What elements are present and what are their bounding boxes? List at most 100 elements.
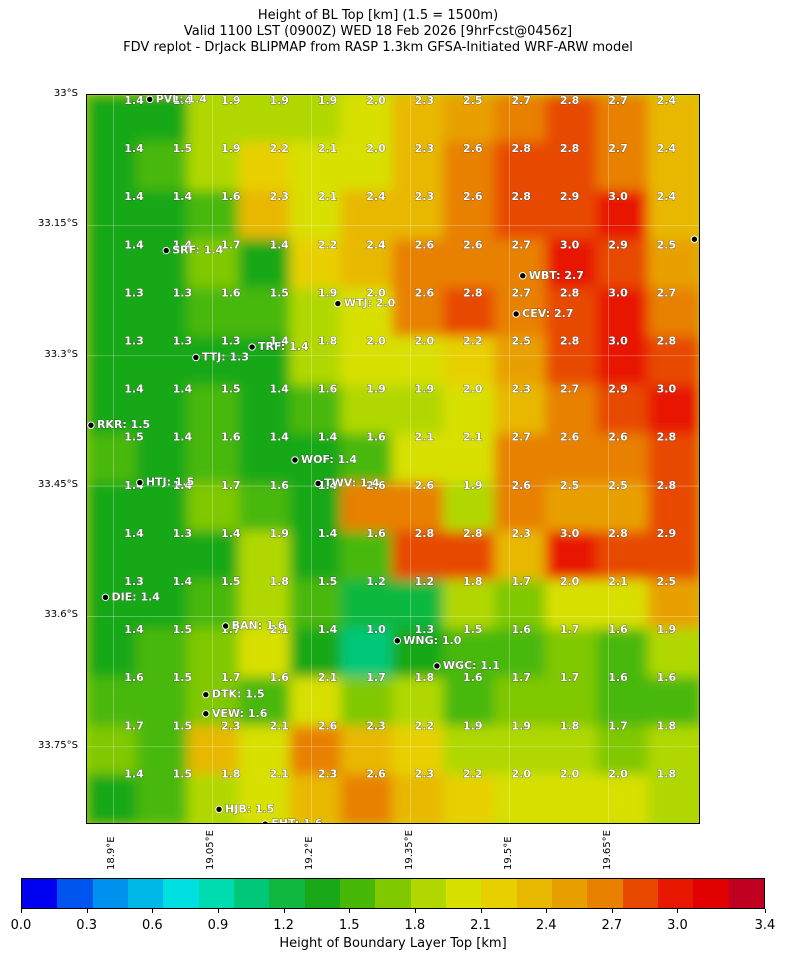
field-cell	[392, 385, 448, 438]
grid-value-label: 1.3	[415, 623, 435, 636]
grid-value-label: 1.5	[173, 623, 193, 636]
field-cell	[443, 628, 499, 681]
station-dot	[314, 479, 322, 488]
field-cell	[494, 725, 550, 779]
colorbar	[21, 878, 765, 909]
field-cell	[647, 677, 699, 730]
field-cell	[494, 531, 550, 584]
colorbar-tick-label: 2.1	[470, 918, 491, 933]
field-cell	[87, 141, 141, 195]
colorbar-segment	[551, 879, 588, 908]
field-cell	[136, 482, 192, 535]
station-marker: DTK: 1.5	[202, 687, 265, 701]
colorbar-segment	[339, 879, 376, 908]
field-cell	[443, 531, 499, 584]
field-cell	[238, 774, 294, 823]
colorbar-segment	[269, 879, 305, 908]
grid-value-label: 2.8	[511, 190, 531, 203]
stations: PVL: 1.4 SRF: 1.4 WBT: 2.7 TYJ: 2.4 WTJ: 2.0…	[87, 95, 699, 823]
colorbar-segment	[516, 879, 552, 908]
field-cell	[136, 190, 192, 243]
grid-value-label: 1.6	[124, 671, 144, 684]
grid-value-label: 2.9	[560, 190, 580, 203]
station-dot	[162, 246, 170, 255]
colorbar-tick-label: 2.4	[535, 918, 557, 933]
station-label: CEV: 2.7	[522, 307, 573, 320]
field-cell	[340, 287, 396, 341]
colorbar-segment	[587, 879, 623, 908]
grid-value-label: 2.5	[560, 479, 580, 492]
field-cell	[340, 336, 396, 389]
field-cell	[494, 287, 550, 341]
grid-value-label: 2.0	[366, 335, 386, 348]
field-cell	[494, 677, 550, 730]
field-cell	[392, 95, 448, 146]
field-cell	[647, 774, 699, 823]
field-cell	[545, 190, 601, 243]
grid-value-label: 1.4	[124, 190, 144, 203]
field-cell	[238, 677, 294, 730]
field-cell	[545, 677, 601, 730]
grid-value-label: 3.0	[657, 383, 677, 396]
station-dot	[87, 421, 95, 429]
grid-value-label: 2.2	[463, 767, 483, 780]
grid-value-label: 2.7	[608, 142, 628, 155]
station-marker: FHT: 1.6	[261, 817, 323, 823]
grid-value-label: 2.3	[318, 767, 338, 780]
grid-value-label: 1.6	[221, 431, 241, 444]
field-cell	[187, 774, 243, 823]
longitude-tick-label: 19.05°E	[205, 830, 217, 870]
field-cell	[340, 531, 396, 584]
field-cell	[443, 287, 499, 341]
grid-value-label: 1.4	[124, 238, 144, 251]
bl-top-height-map[interactable]: 1.4 1.4 1.9 1.9 1.9 2.0 2.3 2.5 2.7 2.8 2.7 2.4 1.4 1…	[87, 95, 700, 824]
field-cell	[443, 95, 499, 146]
colorbar-segment	[57, 879, 93, 908]
field-cell	[392, 677, 448, 730]
grid-value-label: 1.5	[318, 575, 338, 588]
grid-value-label: 1.4	[124, 95, 144, 107]
grid-value-label: 1.9	[366, 383, 386, 396]
colorbar-tick-mark	[283, 909, 285, 913]
station-marker: RKR: 1.5	[87, 418, 150, 432]
field-cell	[494, 433, 550, 487]
grid-value-label: 1.6	[463, 671, 483, 684]
colorbar-segment	[410, 879, 446, 908]
field-cell	[596, 190, 652, 243]
station-dot	[334, 299, 342, 308]
field-cell	[443, 385, 499, 438]
field-cell	[136, 531, 192, 584]
field-cell	[136, 95, 192, 146]
grid-value-label: 1.3	[124, 575, 144, 588]
station-marker: TTJ: 1.3	[192, 350, 249, 364]
field-cell	[340, 628, 396, 681]
station-label: HTJ: 1.5	[146, 476, 195, 489]
grid-value-label: 1.9	[269, 527, 289, 540]
grid-value-label: 1.4	[124, 383, 144, 396]
colorbar-tick-label: 1.8	[404, 918, 426, 933]
field-cell	[187, 482, 243, 535]
station-marker: WNG: 1.0	[393, 633, 462, 647]
grid-value-label: 1.3	[173, 286, 193, 299]
map-panel[interactable]: 1.4 1.4 1.9 1.9 1.9 2.0 2.3 2.5 2.7 2.8 2.7 2.4 1.4 1…	[86, 94, 700, 824]
grid-value-label: 1.9	[221, 142, 241, 155]
field-cell	[289, 579, 345, 633]
colorbar-tick-label: 0.3	[76, 918, 97, 933]
field-cell	[596, 141, 652, 195]
station-label: TTJ: 1.3	[202, 350, 249, 363]
field-cell	[494, 385, 550, 438]
field-cell	[136, 287, 192, 341]
grid-value-label: 2.3	[415, 95, 435, 107]
grid-value-label: 1.7	[511, 575, 531, 588]
field-cell	[289, 141, 345, 195]
grid-value-label: 1.9	[415, 383, 435, 396]
station-dot	[221, 622, 230, 630]
graticule	[87, 95, 699, 823]
field-cell	[340, 774, 396, 823]
field-cell	[187, 433, 243, 487]
field-cell	[87, 774, 141, 823]
station-marker: BAN: 1.6	[221, 619, 286, 632]
grid-value-label: 2.8	[657, 335, 677, 348]
grid-value-label: 1.3	[124, 335, 144, 348]
field-cell	[238, 725, 294, 779]
